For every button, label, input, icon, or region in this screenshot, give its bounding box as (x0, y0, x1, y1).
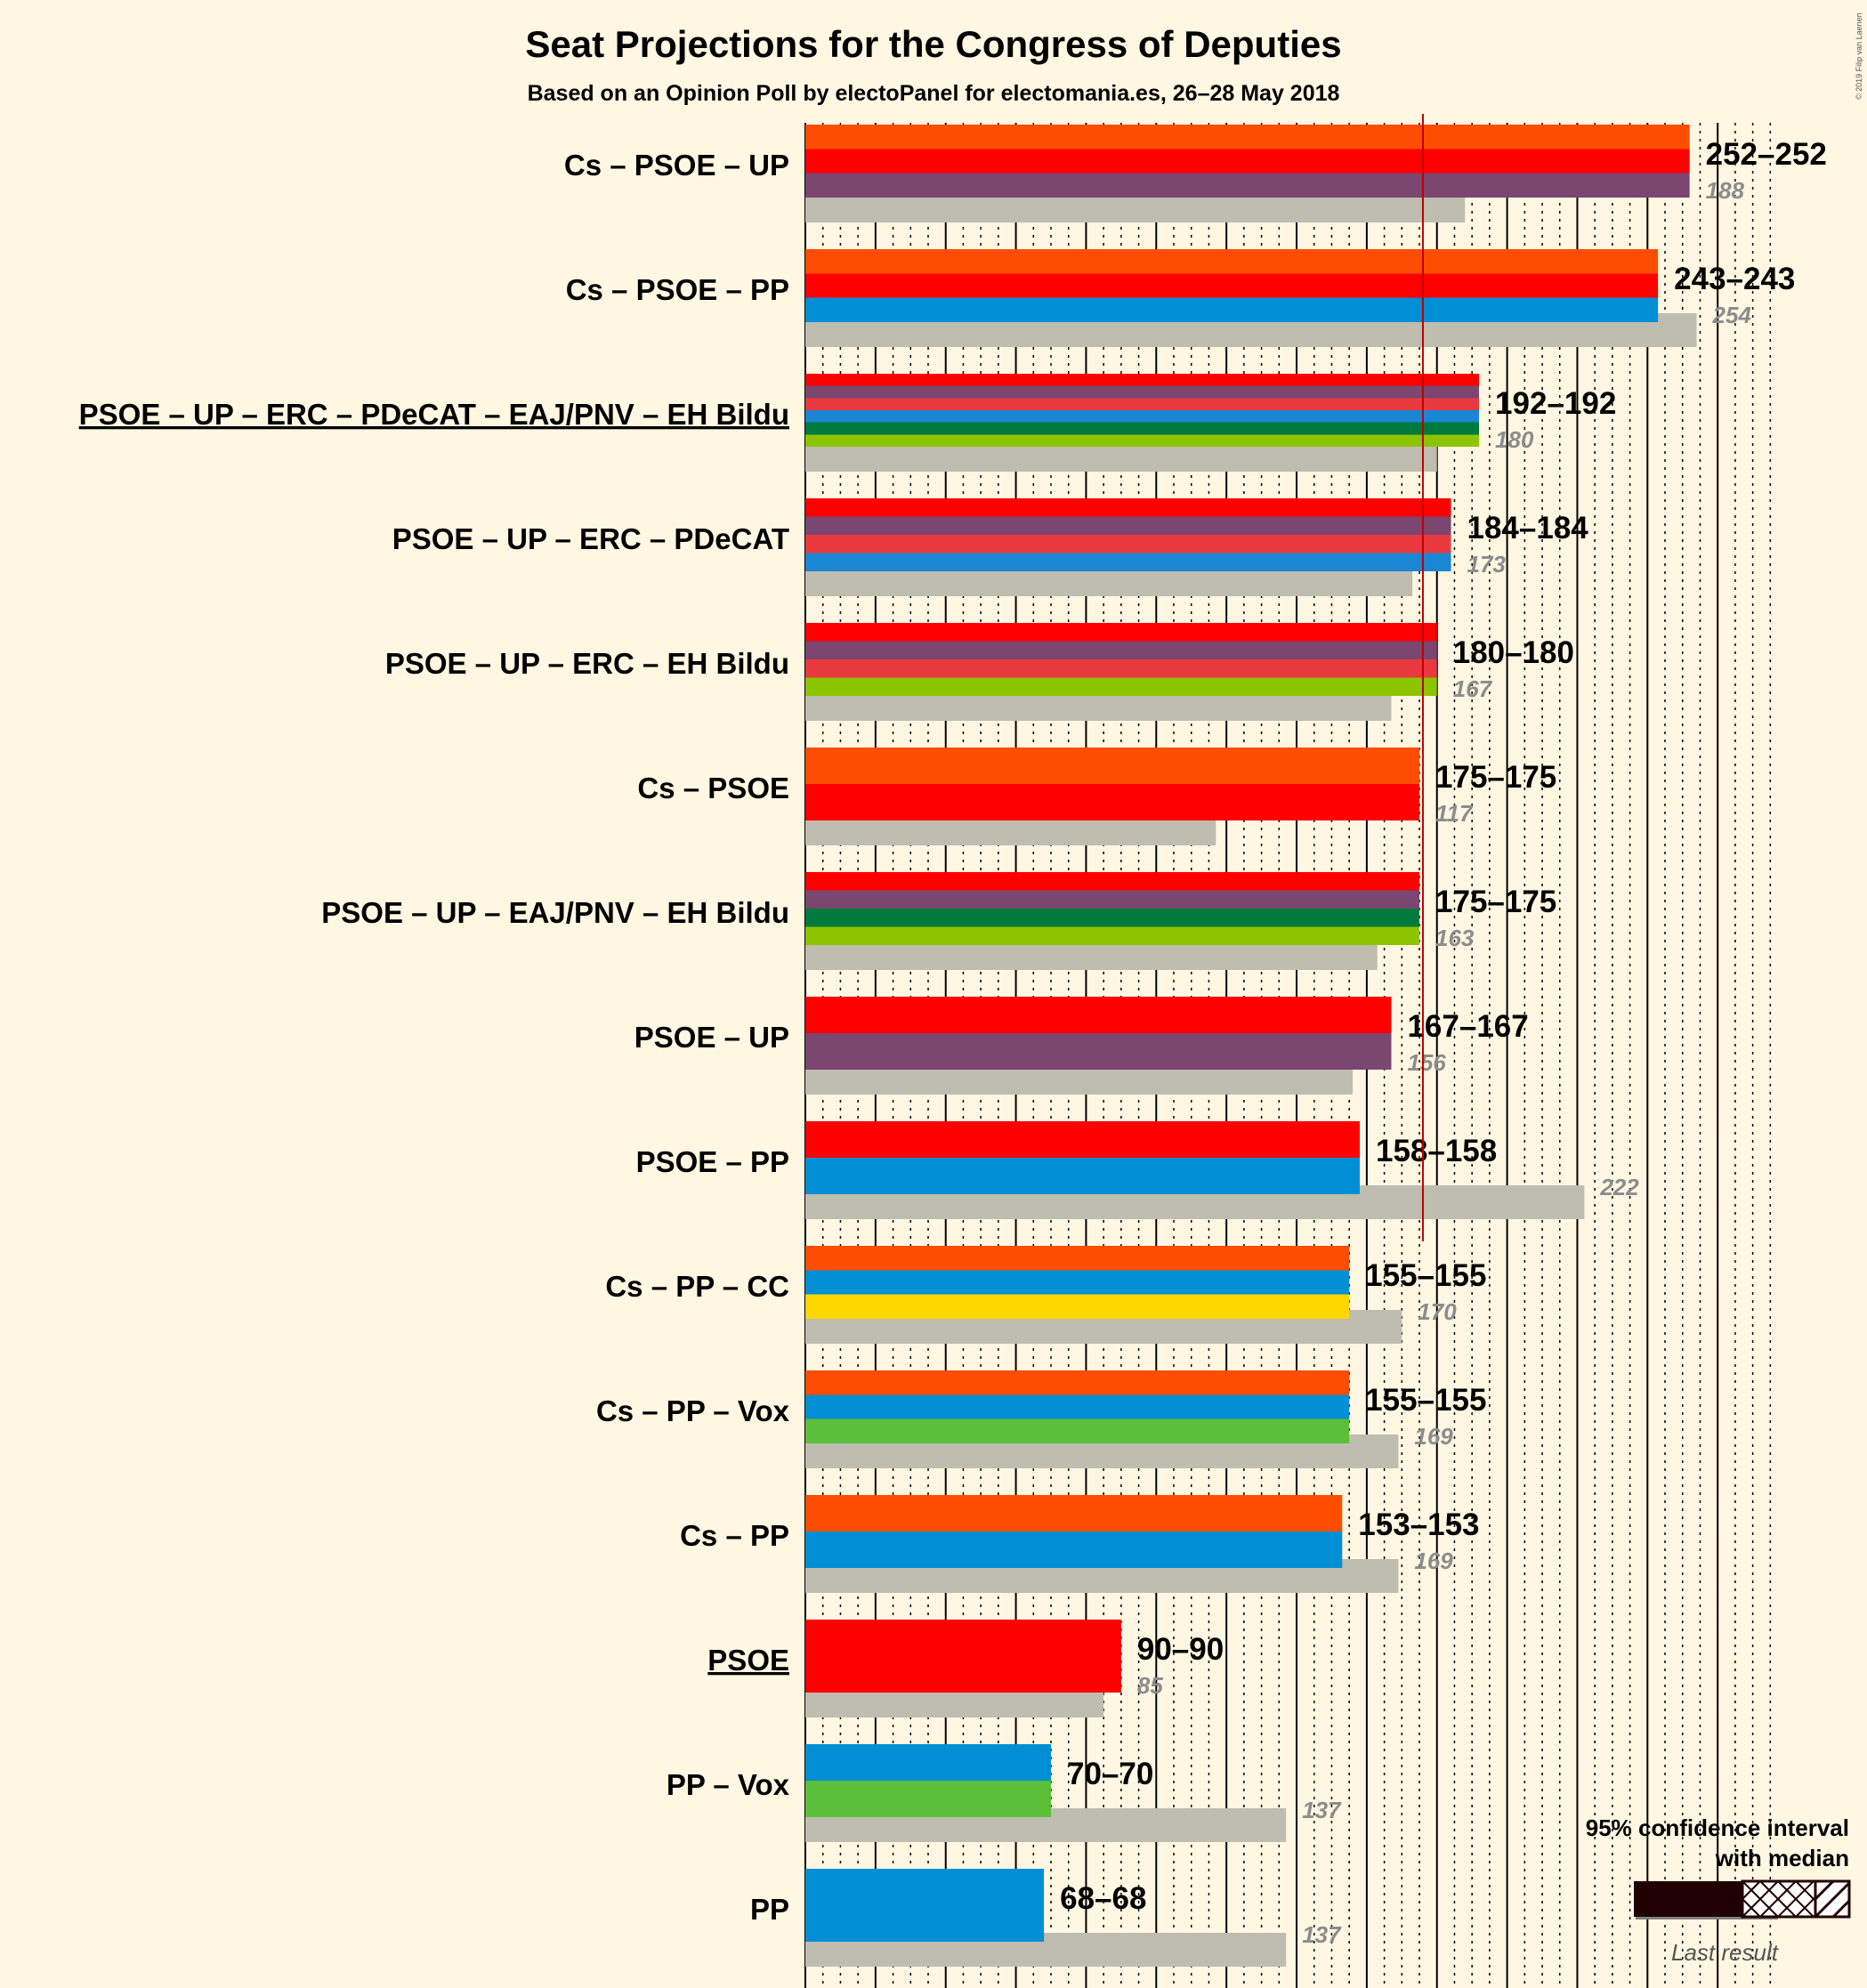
range-label: 167–167 (1407, 1009, 1528, 1044)
category-label: Cs – PSOE (637, 772, 789, 804)
projection-bar (805, 498, 1451, 571)
range-label: 158–158 (1376, 1134, 1497, 1168)
bar-row: PP 68–68 137 (750, 1869, 1342, 1967)
range-label: 175–175 (1435, 885, 1556, 919)
projection-bar (805, 1869, 1045, 1942)
last-result-label: 156 (1407, 1049, 1446, 1076)
last-result-label: 137 (1302, 1797, 1342, 1823)
last-result-label: 169 (1414, 1548, 1453, 1574)
bar-row: PSOE – UP – ERC – PDeCAT – EAJ/PNV – EH … (79, 374, 1616, 472)
bar-row: PP – Vox 70–70 137 (667, 1744, 1342, 1842)
bar-row: Cs – PP 153–153 169 (680, 1495, 1480, 1593)
projection-bar (805, 1370, 1350, 1443)
category-label: Cs – PP – Vox (596, 1394, 790, 1427)
legend-ci-median-swatch (1634, 1881, 1742, 1917)
legend-last-result-label: Last result (1671, 1939, 1780, 1966)
projection-bar (805, 623, 1437, 696)
category-label: PSOE – UP – ERC – PDeCAT – EAJ/PNV – EH … (79, 398, 789, 431)
last-result-label: 85 (1137, 1672, 1163, 1699)
legend-title-line1: 95% confidence interval (1586, 1814, 1849, 1841)
last-result-label: 137 (1302, 1921, 1342, 1948)
range-label: 192–192 (1495, 386, 1616, 421)
range-label: 252–252 (1706, 137, 1827, 172)
bar-row: PSOE – UP – ERC – PDeCAT 184–184 173 (392, 498, 1589, 596)
last-result-label: 254 (1712, 302, 1752, 328)
range-label: 184–184 (1467, 511, 1589, 545)
projection-bar (805, 125, 1690, 198)
range-label: 90–90 (1137, 1632, 1224, 1667)
range-label: 153–153 (1358, 1507, 1479, 1542)
range-label: 180–180 (1453, 635, 1574, 670)
last-result-label: 117 (1435, 800, 1474, 827)
last-result-label: 170 (1418, 1298, 1457, 1325)
bar-row: PSOE – PP 158–158 222 (636, 1121, 1639, 1219)
last-result-label: 180 (1495, 426, 1534, 453)
last-result-label: 167 (1453, 675, 1493, 702)
category-label: Cs – PSOE – UP (564, 149, 789, 182)
bar-row: Cs – PSOE – PP 243–243 254 (566, 249, 1795, 347)
category-label: PSOE (707, 1644, 789, 1677)
legend-crosshatch-lines (1742, 1880, 1816, 1918)
projection-bar (805, 1744, 1052, 1817)
range-label: 155–155 (1365, 1383, 1486, 1418)
range-label: 70–70 (1067, 1757, 1153, 1791)
range-label: 243–243 (1674, 262, 1795, 296)
last-result-label: 163 (1435, 925, 1475, 951)
category-label: PP (750, 1893, 789, 1926)
bar-row: PSOE – UP – EAJ/PNV – EH Bildu 175–175 163 (321, 872, 1556, 970)
projection-bar (805, 1620, 1121, 1693)
range-label: 68–68 (1060, 1881, 1146, 1916)
projection-bar (805, 997, 1392, 1070)
range-label: 155–155 (1365, 1258, 1486, 1293)
category-label: PSOE – UP – EAJ/PNV – EH Bildu (321, 896, 789, 929)
range-label: 175–175 (1435, 760, 1556, 795)
projection-bar (805, 374, 1480, 447)
projection-bar (805, 1121, 1360, 1194)
legend: 95% confidence interval with median Last… (1586, 1814, 1851, 1966)
bar-row: PSOE – UP 167–167 156 (634, 997, 1529, 1095)
projection-bar (805, 872, 1420, 945)
bar-row: PSOE – UP – ERC – EH Bildu 180–180 167 (385, 623, 1574, 721)
bar-row: PSOE 90–90 85 (707, 1620, 1224, 1717)
legend-title-line2: with median (1715, 1845, 1849, 1871)
last-result-label: 173 (1467, 551, 1507, 578)
last-result-label: 222 (1599, 1174, 1639, 1200)
bar-row: Cs – PP – CC 155–155 170 (605, 1246, 1486, 1344)
category-label: PSOE – UP (634, 1021, 789, 1054)
projection-bar (805, 748, 1420, 820)
chart-subtitle: Based on an Opinion Poll by electoPanel … (528, 81, 1340, 106)
chart-title: Seat Projections for the Congress of Dep… (525, 23, 1341, 65)
category-label: PP – Vox (667, 1768, 790, 1801)
category-label: Cs – PP (680, 1519, 789, 1552)
bar-row: Cs – PP – Vox 155–155 169 (596, 1370, 1486, 1468)
last-result-label: 188 (1706, 177, 1745, 204)
category-label: Cs – PSOE – PP (566, 273, 789, 306)
projection-bar (805, 1246, 1350, 1319)
bar-row: Cs – PSOE – UP 252–252 188 (564, 125, 1827, 222)
category-label: PSOE – UP – ERC – PDeCAT (392, 522, 789, 555)
bar-rows: Cs – PSOE – UP 252–252 188 Cs – PSOE – PP 24… (79, 125, 1827, 1967)
copyright: © 2019 Filip van Laenen (1855, 12, 1863, 100)
projection-bar (805, 1495, 1343, 1568)
last-result-label: 169 (1414, 1423, 1453, 1450)
bar-row: Cs – PSOE 175–175 117 (637, 748, 1556, 845)
legend-hatch-lines (1814, 1879, 1851, 1919)
category-label: PSOE – PP (636, 1145, 789, 1178)
projection-bar (805, 249, 1659, 322)
category-label: Cs – PP – CC (605, 1270, 789, 1303)
category-label: PSOE – UP – ERC – EH Bildu (385, 647, 789, 680)
